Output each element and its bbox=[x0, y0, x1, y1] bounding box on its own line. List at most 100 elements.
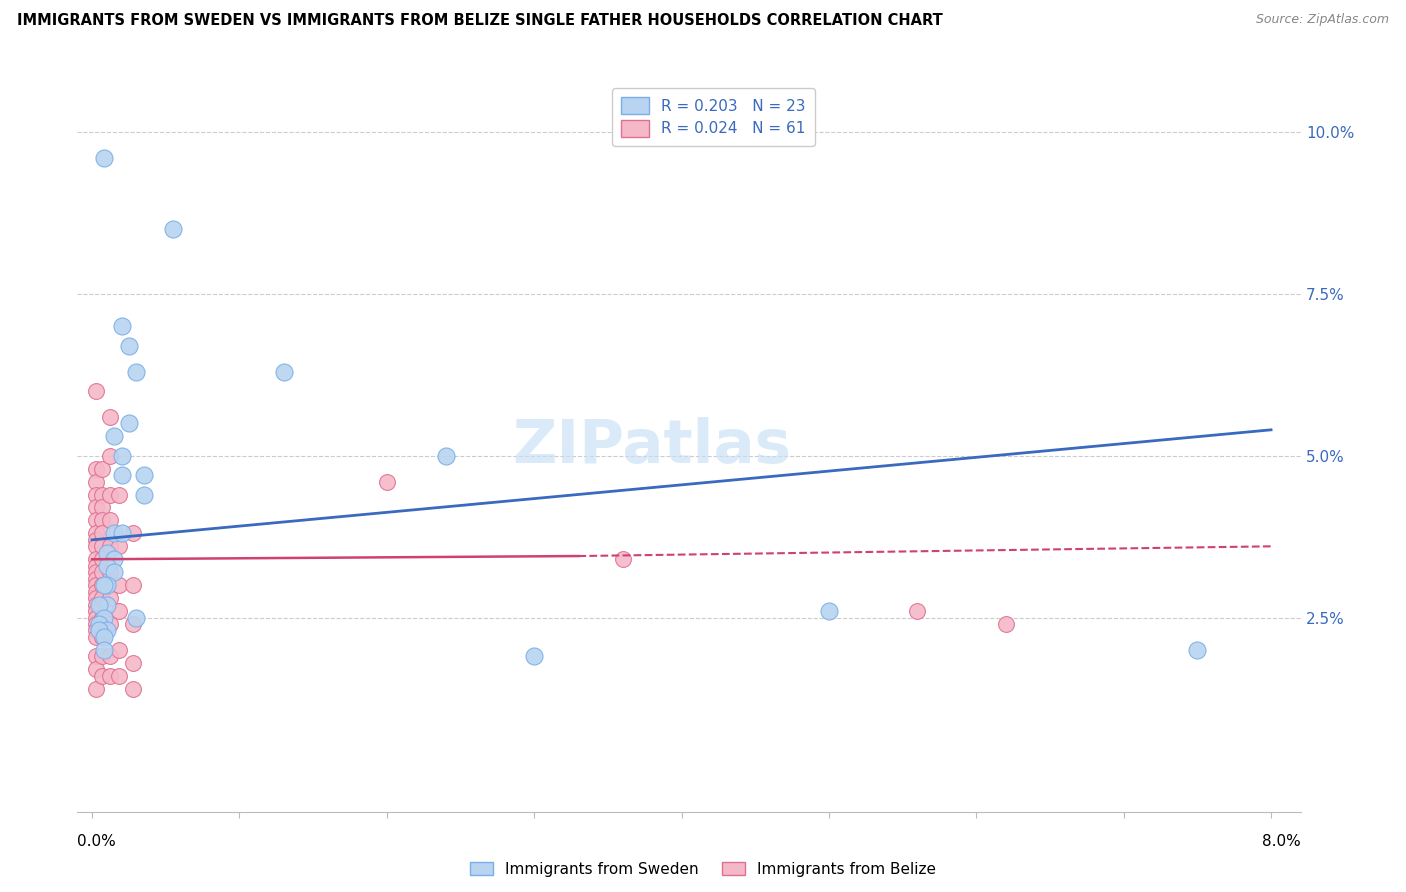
Point bbox=[96, 558, 118, 573]
Point bbox=[994, 617, 1017, 632]
Point bbox=[523, 649, 546, 664]
Legend: R = 0.203   N = 23, R = 0.024   N = 61: R = 0.203 N = 23, R = 0.024 N = 61 bbox=[612, 88, 814, 145]
Point bbox=[86, 487, 108, 501]
Text: 8.0%: 8.0% bbox=[1261, 834, 1301, 849]
Point bbox=[86, 617, 108, 632]
Point bbox=[103, 526, 125, 541]
Point bbox=[98, 539, 121, 553]
Point bbox=[96, 546, 118, 560]
Point bbox=[93, 630, 115, 644]
Point bbox=[98, 617, 121, 632]
Text: IMMIGRANTS FROM SWEDEN VS IMMIGRANTS FROM BELIZE SINGLE FATHER HOUSEHOLDS CORREL: IMMIGRANTS FROM SWEDEN VS IMMIGRANTS FRO… bbox=[17, 13, 942, 29]
Point bbox=[91, 630, 114, 644]
Point bbox=[91, 552, 114, 566]
Point bbox=[91, 500, 114, 515]
Point bbox=[86, 662, 108, 676]
Point bbox=[96, 598, 118, 612]
Point bbox=[93, 578, 115, 592]
Text: 0.0%: 0.0% bbox=[77, 834, 117, 849]
Point bbox=[107, 643, 129, 657]
Point bbox=[107, 487, 129, 501]
Point bbox=[98, 513, 121, 527]
Point bbox=[91, 610, 114, 624]
Point bbox=[86, 558, 108, 573]
Point bbox=[86, 500, 108, 515]
Point bbox=[98, 566, 121, 580]
Point bbox=[86, 526, 108, 541]
Point bbox=[118, 339, 141, 353]
Point bbox=[132, 468, 155, 483]
Point bbox=[905, 604, 928, 618]
Point bbox=[107, 669, 129, 683]
Point bbox=[434, 449, 457, 463]
Point bbox=[110, 526, 132, 541]
Point bbox=[132, 487, 155, 501]
Point bbox=[612, 552, 634, 566]
Point bbox=[91, 566, 114, 580]
Point bbox=[89, 617, 111, 632]
Point bbox=[103, 429, 125, 443]
Point bbox=[86, 630, 108, 644]
Point bbox=[122, 656, 145, 670]
Point bbox=[103, 552, 125, 566]
Point bbox=[273, 365, 295, 379]
Point bbox=[98, 591, 121, 606]
Point bbox=[103, 566, 125, 580]
Point bbox=[122, 617, 145, 632]
Point bbox=[98, 449, 121, 463]
Point bbox=[86, 591, 108, 606]
Point bbox=[91, 526, 114, 541]
Point bbox=[1187, 643, 1209, 657]
Point bbox=[91, 669, 114, 683]
Point bbox=[86, 533, 108, 547]
Point bbox=[86, 384, 108, 398]
Point bbox=[93, 610, 115, 624]
Point bbox=[107, 578, 129, 592]
Point bbox=[86, 598, 108, 612]
Point bbox=[86, 578, 108, 592]
Point bbox=[107, 604, 129, 618]
Point bbox=[375, 475, 398, 489]
Point bbox=[86, 584, 108, 599]
Point bbox=[122, 681, 145, 696]
Point bbox=[86, 624, 108, 638]
Point bbox=[91, 649, 114, 664]
Point bbox=[86, 610, 108, 624]
Point bbox=[98, 409, 121, 424]
Point bbox=[86, 566, 108, 580]
Point bbox=[98, 487, 121, 501]
Point bbox=[110, 468, 132, 483]
Point bbox=[91, 539, 114, 553]
Text: ZIPatlas: ZIPatlas bbox=[513, 417, 792, 475]
Point bbox=[122, 578, 145, 592]
Point bbox=[89, 598, 111, 612]
Point bbox=[96, 578, 118, 592]
Point bbox=[91, 461, 114, 475]
Point bbox=[91, 487, 114, 501]
Point bbox=[86, 475, 108, 489]
Point bbox=[122, 526, 145, 541]
Point bbox=[107, 539, 129, 553]
Point bbox=[98, 669, 121, 683]
Legend: Immigrants from Sweden, Immigrants from Belize: Immigrants from Sweden, Immigrants from … bbox=[463, 854, 943, 884]
Point bbox=[86, 552, 108, 566]
Point bbox=[91, 578, 114, 592]
Point bbox=[86, 572, 108, 586]
Point bbox=[125, 610, 148, 624]
Point bbox=[86, 649, 108, 664]
Point bbox=[91, 513, 114, 527]
Point bbox=[86, 513, 108, 527]
Point bbox=[86, 461, 108, 475]
Point bbox=[93, 151, 115, 165]
Point bbox=[86, 681, 108, 696]
Point bbox=[125, 365, 148, 379]
Point bbox=[162, 222, 184, 236]
Point bbox=[91, 591, 114, 606]
Point bbox=[98, 649, 121, 664]
Point bbox=[118, 417, 141, 431]
Point bbox=[89, 624, 111, 638]
Point bbox=[110, 449, 132, 463]
Point bbox=[96, 624, 118, 638]
Point bbox=[86, 539, 108, 553]
Point bbox=[86, 604, 108, 618]
